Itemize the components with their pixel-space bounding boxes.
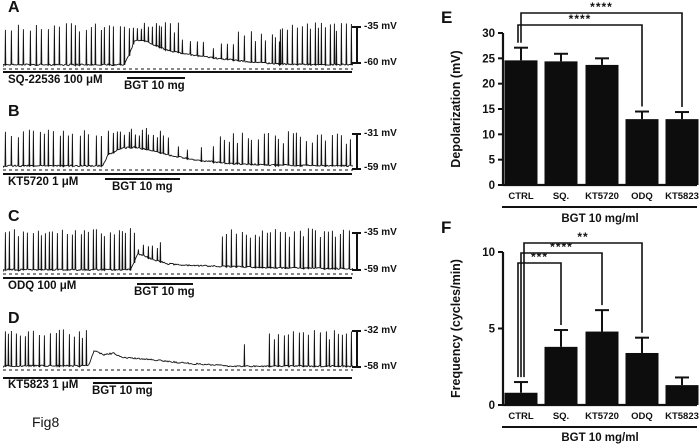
significance-bracket: [523, 242, 643, 378]
y-axis-title: Frequency (cycles/min): [449, 259, 463, 398]
y-tick-label: 10: [482, 129, 495, 141]
membrane-potential-trace: [3, 127, 353, 168]
panel-letter-d: D: [8, 310, 20, 327]
scalebar-cap: [352, 62, 361, 64]
voltage-trace-c: [3, 228, 353, 275]
significance-bracket: [520, 252, 603, 378]
significance-stars: ****: [550, 240, 573, 254]
significance-bracket: [517, 262, 562, 378]
voltage-scalebar-a: [356, 27, 358, 63]
bgt-label-b: BGT 10 mg: [112, 181, 173, 193]
significance-stars: **: [577, 230, 588, 244]
x-category-label: SQ.: [553, 411, 569, 422]
bar-SQ.: [544, 346, 578, 405]
panel-letter-a: A: [8, 0, 20, 16]
y-tick-label: 0: [489, 400, 495, 412]
scale-top-label-a: -35 mV: [364, 21, 397, 32]
y-tick-label: 20: [482, 79, 495, 91]
scalebar-cap: [352, 330, 361, 332]
bar-KT5823: [665, 119, 699, 185]
significance-bracket: [517, 24, 643, 107]
bar-CTRL: [504, 392, 538, 405]
significance-stars: ***: [531, 250, 548, 264]
scale-bottom-label-c: -59 mV: [364, 264, 397, 275]
y-tick-label: 30: [482, 28, 495, 40]
bar-ODQ: [625, 352, 659, 405]
y-tick-label: 5: [489, 155, 496, 167]
y-axis-title: Depolarization (mV): [449, 50, 463, 167]
x-axis-title: BGT 10 mg/ml: [561, 213, 638, 225]
bgt-label-d: BGT 10 mg: [92, 385, 153, 397]
y-tick-label: 0: [489, 180, 495, 192]
drug-label-c: ODQ 100 μM: [8, 280, 77, 292]
significance-stars: ****: [590, 0, 613, 14]
y-tick-label: 10: [482, 247, 495, 259]
x-category-label: CTRL: [508, 191, 534, 202]
frequency-bar-chart: 0 5 10 CTRL SQ. KT5720 ODQ KT5823 Frequency (cyc…: [449, 230, 699, 444]
significance-stars: ****: [569, 12, 592, 26]
scale-top-label-b: -31 mV: [364, 128, 397, 139]
y-tick-label: 5: [489, 324, 496, 336]
y-tick-label: 15: [482, 104, 495, 116]
scale-bottom-label-b: -59 mV: [364, 162, 397, 173]
x-category-label: KT5720: [585, 191, 619, 202]
bar-CTRL: [504, 60, 538, 185]
membrane-potential-trace: [3, 22, 353, 67]
membrane-potential-trace: [3, 329, 353, 369]
scale-bottom-label-d: -58 mV: [364, 361, 397, 372]
scalebar-cap: [352, 366, 361, 368]
voltage-scalebar-d: [356, 331, 358, 367]
x-category-label: ODQ: [631, 191, 653, 202]
bgt-label-c: BGT 10 mg: [134, 286, 195, 298]
membrane-potential-trace: [3, 228, 353, 273]
x-category-label: ODQ: [631, 411, 653, 422]
panel-letter-b: B: [8, 103, 20, 120]
voltage-trace-a: [3, 22, 353, 70]
bgt-application-line-a: [127, 77, 185, 79]
panel-letter-f: F: [441, 218, 452, 237]
scale-top-label-c: -35 mV: [364, 227, 397, 238]
drug-application-line-c: [3, 277, 352, 279]
bar-ODQ: [625, 119, 659, 185]
x-category-label: KT5720: [585, 411, 619, 422]
depolarization-bar-chart: 0 5 10 15 20 25 30 CTRL SQ. KT5720 ODQ KT5823 Depola…: [449, 0, 699, 225]
bgt-application-line-c: [137, 283, 193, 285]
bgt-application-line-d: [93, 382, 152, 384]
x-category-label: SQ.: [553, 191, 569, 202]
scale-top-label-d: -32 mV: [364, 325, 397, 336]
scalebar-cap: [352, 232, 361, 234]
panel-letter-c: C: [8, 208, 20, 225]
drug-application-line-d: [3, 377, 352, 379]
drug-label-b: KT5720 1 μM: [8, 176, 79, 188]
drug-label-d: KT5823 1 μM: [8, 379, 79, 391]
bar-KT5823: [665, 385, 699, 405]
scalebar-cap: [352, 168, 361, 170]
voltage-trace-b: [3, 127, 353, 171]
drug-label-a: SQ-22536 100 μM: [8, 74, 103, 86]
drug-application-line-a: [3, 71, 352, 73]
drug-application-line-b: [3, 173, 352, 175]
bgt-application-line-b: [105, 178, 180, 180]
voltage-trace-d: [3, 329, 353, 371]
significance-bracket: [520, 12, 683, 107]
bar-KT5720: [585, 64, 619, 185]
scalebar-cap: [352, 133, 361, 135]
x-category-label: KT5823: [665, 411, 699, 422]
figure-caption: Fig8: [32, 414, 60, 430]
x-category-label: KT5823: [665, 191, 699, 202]
bar-SQ.: [544, 61, 578, 185]
scalebar-cap: [352, 269, 361, 271]
y-tick-label: 25: [482, 53, 495, 65]
bar-KT5720: [585, 331, 619, 405]
bgt-label-a: BGT 10 mg: [124, 80, 185, 92]
scale-bottom-label-a: -60 mV: [364, 57, 397, 68]
voltage-scalebar-b: [356, 134, 358, 169]
scalebar-cap: [352, 26, 361, 28]
voltage-scalebar-c: [356, 233, 358, 270]
x-axis-title: BGT 10 mg/ml: [561, 432, 638, 444]
x-category-label: CTRL: [508, 411, 534, 422]
panel-letter-e: E: [441, 8, 453, 27]
